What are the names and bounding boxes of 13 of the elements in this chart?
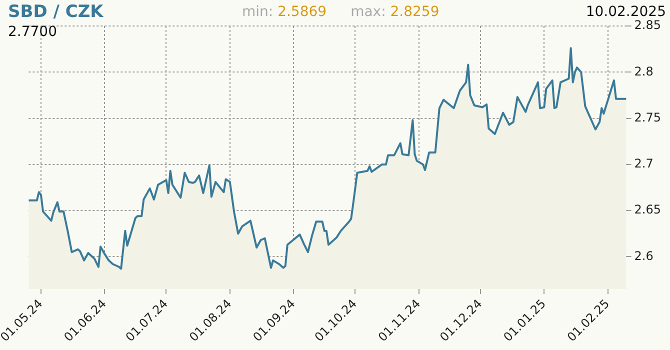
y-tick-label: 2.75 <box>634 110 661 124</box>
text: max: <box>350 4 386 20</box>
text: 10.02.2025 <box>586 4 666 20</box>
y-tick-label: 2.7 <box>634 156 654 171</box>
chart-title: SBD / CZK <box>8 2 104 22</box>
text: 2.5869 <box>278 4 327 20</box>
text: 2.8259 <box>390 4 440 20</box>
text: min: <box>242 4 274 20</box>
y-tick-label: 2.6 <box>634 248 654 263</box>
y-tick-label: 2.8 <box>634 64 654 78</box>
y-tick-label: 2.85 <box>634 18 661 32</box>
annotation: 2.7700 <box>8 24 57 40</box>
y-tick-label: 2.65 <box>634 202 661 217</box>
